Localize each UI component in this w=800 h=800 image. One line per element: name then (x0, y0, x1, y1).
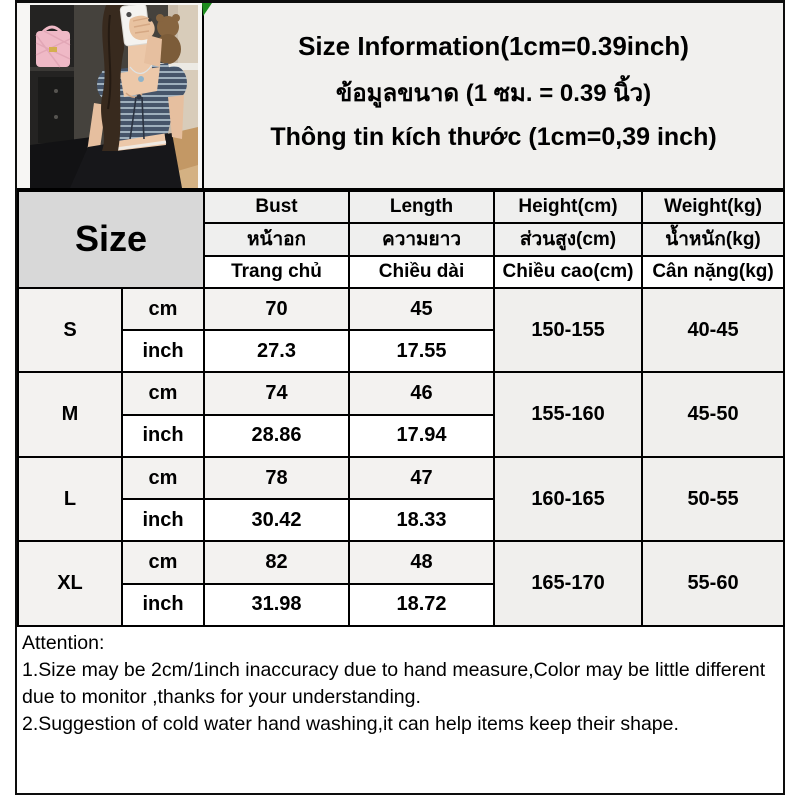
xl-height: 165-170 (493, 540, 644, 627)
col-header-weight-vi: Cân nặng(kg) (641, 254, 786, 289)
unit-cm: cm (120, 286, 206, 332)
size-chart-sheet: Size Information(1cm=0.39inch) ข้อมูลขนา… (15, 0, 786, 795)
size-label-s: S (17, 286, 123, 374)
table-row-l-cm: L cm 78 47 160-165 50-55 (17, 455, 786, 543)
m-bust-cm: 74 (203, 371, 351, 416)
col-header-height-vi: Chiều cao(cm) (493, 254, 644, 289)
attention-note-2: 2.Suggestion of cold water hand washing,… (22, 713, 679, 735)
unit-inch: inch (120, 582, 206, 628)
l-length-cm: 47 (348, 455, 496, 501)
m-height: 155-160 (493, 371, 644, 458)
top-section: Size Information(1cm=0.39inch) ข้อมูลขนา… (17, 3, 783, 190)
col-header-weight-th: น้ำหนัก(kg) (641, 221, 786, 257)
col-header-bust-vi: Trang chủ (203, 254, 351, 289)
unit-inch: inch (120, 413, 206, 458)
xl-bust-inch: 31.98 (203, 582, 351, 628)
col-header-bust-th: หน้าอก (203, 221, 351, 257)
col-header-bust-en: Bust (203, 190, 351, 224)
s-height: 150-155 (493, 286, 644, 374)
green-corner-marker (202, 3, 212, 16)
unit-cm: cm (120, 455, 206, 501)
size-table: Size Bust Length Height(cm) Weight(kg) ห… (16, 190, 786, 628)
unit-cm: cm (120, 540, 206, 585)
header-row-th: หน้าอก ความยาว ส่วนสูง(cm) น้ำหนัก(kg) (18, 221, 786, 257)
unit-inch: inch (120, 329, 206, 374)
xl-weight: 55-60 (641, 540, 786, 627)
m-bust-inch: 28.86 (203, 413, 351, 458)
table-row-s-inch: inch 27.3 17.55 (18, 329, 784, 374)
title-vietnamese: Thông tin kích thước (1cm=0,39 inch) (270, 123, 717, 151)
size-header-cell: Size (16, 190, 206, 289)
l-bust-cm: 78 (203, 455, 351, 501)
xl-bust-cm: 82 (203, 540, 351, 585)
size-label-m: M (17, 371, 123, 458)
s-bust-cm: 70 (203, 286, 351, 332)
size-label-l: L (17, 455, 123, 543)
attention-heading: Attention: (22, 632, 105, 654)
l-bust-inch: 30.42 (203, 498, 351, 543)
product-photo-illustration (30, 5, 198, 188)
table-row-xl-inch: inch 31.98 18.72 (18, 582, 784, 628)
xl-length-cm: 48 (348, 540, 496, 585)
col-header-length-vi: Chiều dài (348, 254, 496, 289)
xl-length-inch: 18.72 (348, 582, 496, 628)
col-header-height-th: ส่วนสูง(cm) (493, 221, 644, 257)
size-label-xl: XL (17, 540, 123, 627)
l-height: 160-165 (493, 455, 644, 543)
table-row-m-cm: M cm 74 46 155-160 45-50 (17, 371, 786, 458)
s-length-cm: 45 (348, 286, 496, 332)
s-bust-inch: 27.3 (203, 329, 351, 374)
table-row-xl-cm: XL cm 82 48 165-170 55-60 (17, 540, 786, 627)
unit-cm: cm (120, 371, 206, 416)
m-length-inch: 17.94 (348, 413, 496, 458)
s-weight: 40-45 (641, 286, 786, 374)
unit-inch: inch (120, 498, 206, 543)
table-row-m-inch: inch 28.86 17.94 (18, 413, 784, 458)
l-length-inch: 18.33 (348, 498, 496, 543)
header-row-en: Size Bust Length Height(cm) Weight(kg) (16, 190, 786, 289)
title-thai: ข้อมูลขนาด (1 ซม. = 0.39 นิ้ว) (335, 80, 652, 107)
title-block: Size Information(1cm=0.39inch) ข้อมูลขนา… (204, 3, 783, 188)
table-row-l-inch: inch 30.42 18.33 (18, 498, 784, 543)
col-header-weight-en: Weight(kg) (641, 190, 786, 224)
header-row-vi: Trang chủ Chiều dài Chiều cao(cm) Cân nặ… (18, 254, 786, 289)
col-header-length-en: Length (348, 190, 496, 224)
title-english: Size Information(1cm=0.39inch) (298, 31, 689, 61)
m-length-cm: 46 (348, 371, 496, 416)
product-photo (17, 3, 204, 188)
l-weight: 50-55 (641, 455, 786, 543)
s-length-inch: 17.55 (348, 329, 496, 374)
attention-section: Attention: 1.Size may be 2cm/1inch inacc… (17, 627, 783, 793)
table-row-s-cm: S cm 70 45 150-155 40-45 (17, 286, 786, 374)
col-header-length-th: ความยาว (348, 221, 496, 257)
m-weight: 45-50 (641, 371, 786, 458)
attention-note-1: 1.Size may be 2cm/1inch inaccuracy due t… (22, 659, 766, 708)
col-header-height-en: Height(cm) (493, 190, 644, 224)
